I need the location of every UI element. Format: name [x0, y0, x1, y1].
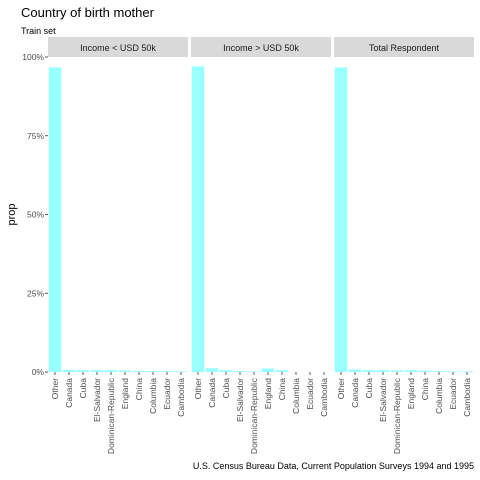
- x-tick-label: Cambodia: [462, 378, 472, 417]
- x-tick-label: Ecuador: [448, 378, 458, 410]
- bar-china: [275, 370, 289, 372]
- bar-england: [404, 370, 418, 372]
- x-tick-label: Columbia: [291, 378, 301, 414]
- facet-strip: [48, 37, 188, 57]
- chart-title: Country of birth mother: [21, 5, 154, 20]
- bar-dominican-republic: [104, 370, 118, 372]
- bar-canada: [62, 369, 76, 372]
- x-tick-label: Cambodia: [319, 378, 329, 417]
- x-tick-label: England: [120, 378, 130, 409]
- bar-columbia: [432, 371, 446, 372]
- bar-cuba: [362, 370, 376, 372]
- bar-china: [418, 370, 432, 372]
- x-tick-label: Dominican-Republic: [106, 377, 116, 454]
- bar-other: [191, 66, 205, 372]
- chart-subtitle: Train set: [21, 26, 56, 36]
- x-tick-label: Canada: [207, 378, 217, 408]
- x-tick-label: Cuba: [78, 378, 88, 399]
- x-tick-label: Ecuador: [162, 378, 172, 410]
- bar-dominican-republic: [247, 371, 261, 372]
- x-tick-label: El-Salvador: [378, 378, 388, 422]
- bar-england: [118, 370, 132, 372]
- x-tick-label: Cuba: [364, 378, 374, 399]
- x-tick-label: Columbia: [148, 378, 158, 414]
- bar-cambodia: [174, 371, 188, 372]
- y-tick-label: 25%: [27, 288, 44, 298]
- x-tick-label: Dominican-Republic: [249, 377, 259, 454]
- chart-caption: U.S. Census Bureau Data, Current Populat…: [192, 461, 474, 471]
- bar-canada: [348, 369, 362, 372]
- x-tick-label: Cuba: [221, 378, 231, 399]
- x-tick-label: England: [406, 378, 416, 409]
- bar-cambodia: [460, 371, 474, 372]
- x-tick-label: Ecuador: [305, 378, 315, 410]
- x-tick-label: China: [134, 378, 144, 400]
- bar-cuba: [219, 370, 233, 372]
- facet-strip-label: Income > USD 50k: [223, 43, 299, 53]
- bar-canada: [205, 368, 219, 372]
- bar-cuba: [76, 370, 90, 372]
- facet-strip: [191, 37, 331, 57]
- bar-other: [48, 67, 62, 373]
- bar-dominican-republic: [390, 370, 404, 372]
- y-tick-label: 100%: [22, 52, 44, 62]
- x-tick-label: Cambodia: [176, 378, 186, 417]
- facet-strip-label: Total Respondent: [369, 43, 440, 53]
- bar-ecuador: [446, 371, 460, 372]
- x-tick-label: Canada: [64, 378, 74, 408]
- bar-el-salvador: [90, 370, 104, 372]
- y-axis-label: prop: [6, 203, 18, 225]
- x-tick-label: Dominican-Republic: [392, 377, 402, 454]
- bar-ecuador: [160, 371, 174, 372]
- x-tick-label: China: [277, 378, 287, 400]
- bar-el-salvador: [376, 370, 390, 372]
- facet-strip: [334, 37, 474, 57]
- x-tick-label: Other: [193, 378, 203, 399]
- x-tick-label: El-Salvador: [235, 378, 245, 422]
- bar-el-salvador: [233, 371, 247, 372]
- x-tick-label: China: [420, 378, 430, 400]
- y-tick-label: 0%: [32, 367, 45, 377]
- x-tick-label: Other: [336, 378, 346, 399]
- x-tick-label: Columbia: [434, 378, 444, 414]
- bar-england: [261, 368, 275, 372]
- facet-strip-label: Income < USD 50k: [80, 43, 156, 53]
- y-tick-label: 75%: [27, 131, 44, 141]
- bar-other: [334, 67, 348, 373]
- bar-china: [132, 371, 146, 372]
- x-tick-label: Other: [50, 378, 60, 399]
- y-tick-label: 50%: [27, 210, 44, 220]
- x-tick-label: England: [263, 378, 273, 409]
- bar-columbia: [146, 371, 160, 372]
- x-tick-label: El-Salvador: [92, 378, 102, 422]
- x-tick-label: Canada: [350, 378, 360, 408]
